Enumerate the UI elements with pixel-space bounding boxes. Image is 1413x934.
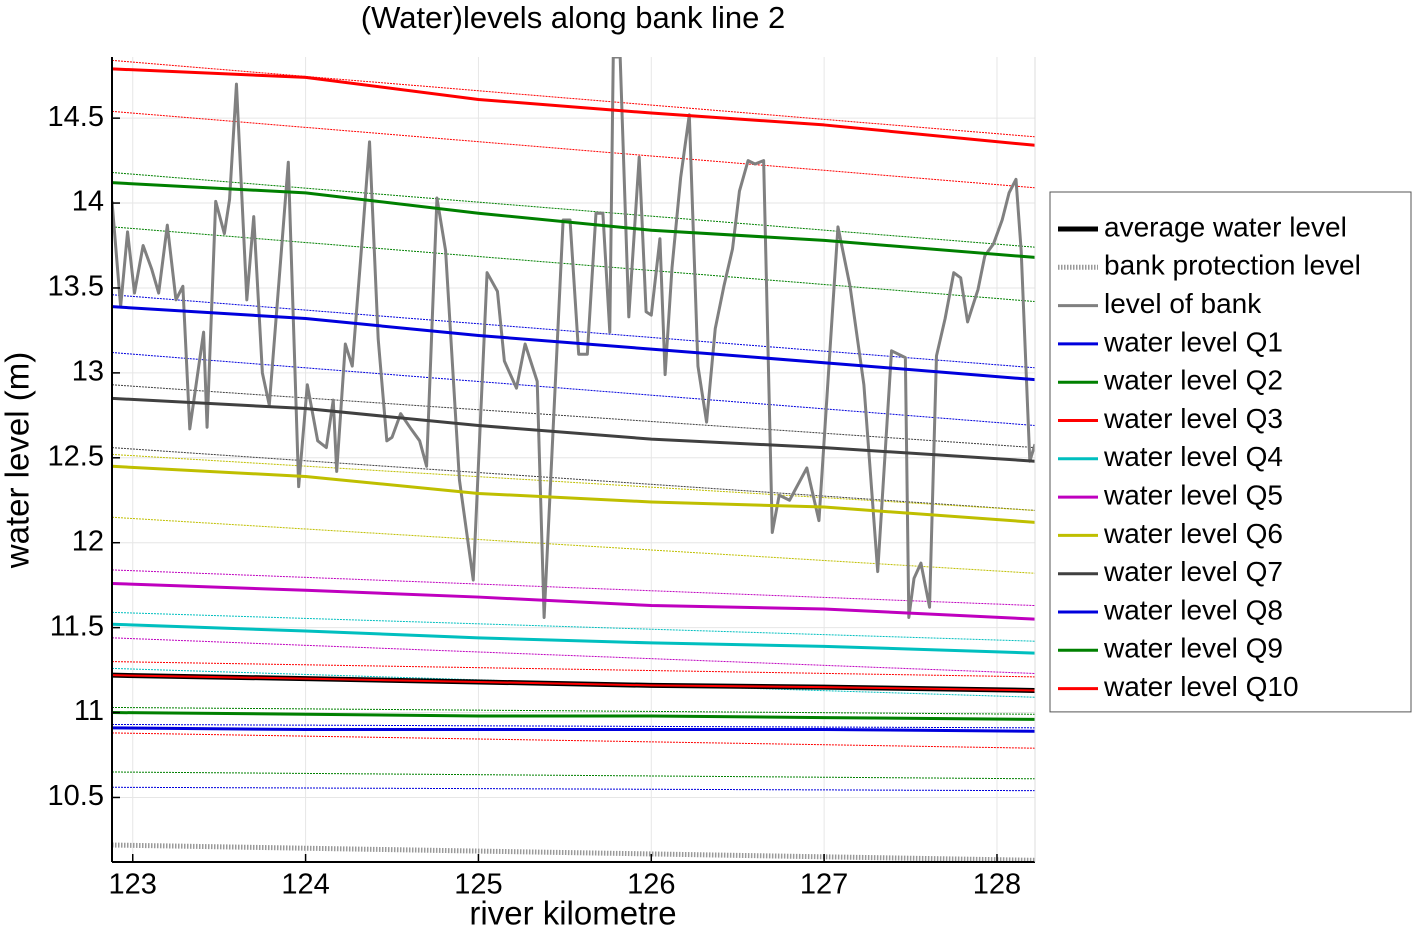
legend: average water level bank protection level… bbox=[1049, 191, 1412, 713]
series-line bbox=[112, 711, 1035, 721]
band-line bbox=[112, 59, 1035, 138]
axes: 123 124 125 126 127 128 10.5 11 11.5 12 12.5 13 13.5… bbox=[48, 57, 1036, 901]
grid bbox=[112, 57, 1035, 862]
series-line bbox=[112, 674, 1035, 692]
band-line bbox=[112, 661, 1035, 678]
legend-label: average water level bbox=[1104, 211, 1347, 242]
band-line bbox=[112, 447, 1035, 511]
band-line bbox=[112, 667, 1035, 698]
y-tick-label: 13 bbox=[72, 356, 104, 388]
plot-area bbox=[112, 57, 1035, 862]
band-line bbox=[112, 352, 1035, 427]
chart-title: (Water)levels along bank line 2 bbox=[361, 0, 785, 35]
y-tick-label: 12.5 bbox=[48, 440, 104, 472]
y-tick-label: 11 bbox=[74, 695, 104, 727]
legend-label: water level Q4 bbox=[1103, 441, 1283, 472]
legend-label: water level Q5 bbox=[1103, 479, 1283, 510]
legend-box bbox=[1049, 191, 1412, 713]
legend-label: water level Q3 bbox=[1103, 403, 1283, 434]
legend-label: water level Q6 bbox=[1103, 518, 1283, 549]
y-tick-label: 13.5 bbox=[48, 271, 104, 303]
band-line bbox=[112, 294, 1035, 369]
band-line bbox=[112, 453, 1035, 511]
legend-label: water level Q9 bbox=[1103, 633, 1283, 664]
band-line bbox=[112, 771, 1035, 780]
legend-label: water level Q7 bbox=[1103, 556, 1283, 587]
series-line bbox=[112, 396, 1035, 463]
series-line bbox=[112, 842, 1035, 862]
band-line bbox=[112, 786, 1035, 792]
legend-label: water level Q2 bbox=[1103, 365, 1283, 396]
x-tick-label: 124 bbox=[281, 869, 329, 901]
band-line bbox=[112, 637, 1035, 674]
y-axis-label: water level (m) bbox=[0, 352, 36, 569]
legend-label: bank protection level bbox=[1104, 250, 1361, 281]
x-tick-label: 127 bbox=[800, 869, 848, 901]
series-line bbox=[112, 464, 1035, 524]
legend-label: water level Q1 bbox=[1103, 326, 1283, 357]
y-tick-label: 14.5 bbox=[48, 101, 104, 133]
x-tick-label: 125 bbox=[454, 869, 502, 901]
y-tick-label: 12 bbox=[72, 525, 104, 557]
series-line bbox=[112, 57, 1035, 619]
x-tick-label: 123 bbox=[109, 869, 157, 901]
band-line bbox=[112, 516, 1035, 574]
series-line bbox=[112, 305, 1035, 382]
legend-label: water level Q10 bbox=[1103, 671, 1299, 702]
series-line bbox=[112, 181, 1035, 259]
band-line bbox=[112, 723, 1035, 729]
legend-label: level of bank bbox=[1104, 288, 1262, 319]
x-tick-label: 126 bbox=[627, 869, 675, 901]
band-line bbox=[112, 706, 1035, 715]
band-line bbox=[112, 732, 1035, 749]
series-line bbox=[112, 622, 1035, 655]
y-tick-label: 14 bbox=[72, 186, 104, 218]
band-line bbox=[112, 611, 1035, 642]
series-line bbox=[112, 67, 1035, 147]
series-line bbox=[112, 581, 1035, 621]
band-line bbox=[112, 569, 1035, 607]
y-tick-label: 11.5 bbox=[50, 610, 104, 642]
x-axis-label: river kilometre bbox=[469, 895, 676, 932]
x-tick-label: 128 bbox=[973, 869, 1021, 901]
band-line bbox=[112, 171, 1035, 248]
band-line bbox=[112, 110, 1035, 189]
series-line bbox=[112, 726, 1035, 733]
legend-label: water level Q8 bbox=[1103, 594, 1283, 625]
y-tick-label: 10.5 bbox=[48, 780, 104, 812]
